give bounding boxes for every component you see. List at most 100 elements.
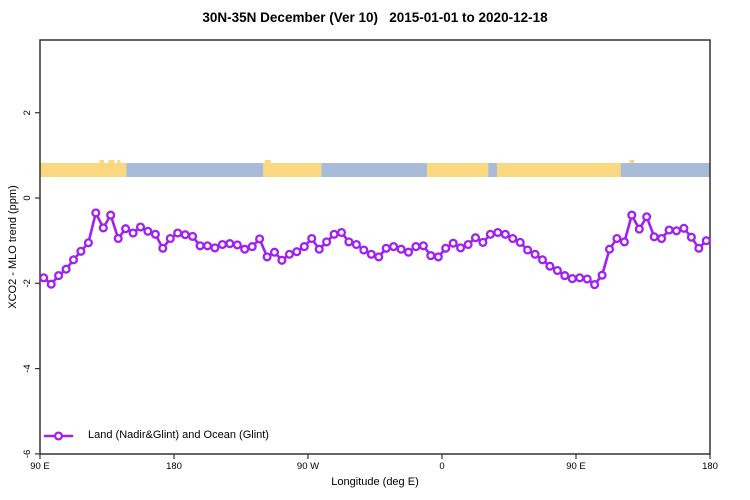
data-point-marker <box>701 236 711 246</box>
data-point-marker <box>247 242 257 252</box>
data-point-marker <box>359 245 369 255</box>
data-point-marker <box>255 234 265 244</box>
data-point-marker <box>91 208 101 218</box>
data-point-marker <box>396 244 406 254</box>
map-band-island <box>117 160 121 163</box>
data-point-marker <box>500 229 510 239</box>
data-point-marker <box>537 255 548 265</box>
data-point-marker <box>68 255 79 265</box>
map-band-ocean-segment <box>620 163 710 177</box>
y-tick-label: 2 <box>22 110 33 115</box>
data-point-marker <box>448 238 458 248</box>
data-point-marker <box>277 255 287 265</box>
data-point-marker <box>426 251 436 261</box>
map-band-ocean-segment <box>126 163 264 177</box>
data-point-marker <box>180 230 190 240</box>
data-point-marker <box>173 228 183 238</box>
data-point-marker <box>135 222 146 232</box>
data-point-marker <box>515 237 525 247</box>
x-tick-label: 0 <box>439 461 444 472</box>
y-axis-label: XCO2 - MLO trend (ppm) <box>7 185 19 309</box>
data-point-marker <box>121 224 131 234</box>
legend-label: Land (Nadir&Glint) and Ocean (Glint) <box>88 429 269 441</box>
y-tick-label: -2 <box>22 279 33 287</box>
map-band-land-segment <box>497 163 621 177</box>
data-point-marker <box>671 226 682 236</box>
data-point-marker <box>567 274 577 284</box>
data-point-marker <box>686 232 696 242</box>
data-point-marker <box>381 243 391 253</box>
x-tick-label: 90 E <box>30 461 50 472</box>
data-point-marker <box>217 239 227 250</box>
data-point-marker <box>106 210 116 220</box>
y-tick-label: 0 <box>22 195 33 200</box>
map-band-land-segment <box>40 163 127 177</box>
y-tick-label: -4 <box>22 364 33 372</box>
data-point-marker <box>366 249 376 259</box>
data-point-marker <box>649 232 659 242</box>
data-point-marker <box>262 252 272 262</box>
data-point-marker <box>39 273 49 283</box>
data-point-marker <box>269 247 280 257</box>
data-point-marker <box>329 229 339 239</box>
data-point-marker <box>128 228 138 238</box>
data-point-marker <box>694 243 704 253</box>
data-point-marker <box>351 239 361 250</box>
data-point-marker <box>664 225 674 235</box>
data-point-marker <box>604 244 615 254</box>
data-point-marker <box>523 245 533 255</box>
map-band-ocean-segment <box>488 163 498 177</box>
data-point-marker <box>597 270 607 280</box>
x-axis-label: Longitude (deg E) <box>331 476 419 488</box>
data-point-marker <box>545 261 555 271</box>
data-point-marker <box>54 271 64 281</box>
data-point-marker <box>582 274 592 284</box>
data-point-marker <box>344 237 354 247</box>
data-point-marker <box>374 252 384 262</box>
data-point-marker <box>441 243 451 253</box>
data-point-marker <box>418 241 428 251</box>
data-point-marker <box>552 265 562 276</box>
data-point-marker <box>478 237 488 247</box>
y-tick-label: -6 <box>22 450 33 458</box>
data-point-marker <box>642 212 652 222</box>
data-point-marker <box>113 233 123 244</box>
data-point-marker <box>225 239 235 249</box>
chart-title: 30N-35N December (Ver 10) 2015-01-01 to … <box>202 10 548 25</box>
data-point-marker <box>210 243 220 253</box>
data-point-marker <box>470 233 481 243</box>
data-point-marker <box>389 242 399 252</box>
x-tick-label: 90 E <box>566 461 586 472</box>
map-band-land-segment <box>263 163 322 177</box>
data-point-marker <box>493 227 503 238</box>
plot-box <box>39 39 711 455</box>
legend-marker-icon <box>53 431 64 441</box>
data-point-marker <box>575 273 585 283</box>
data-point-marker <box>98 223 108 233</box>
data-point-marker <box>61 264 71 274</box>
data-point-marker <box>485 229 495 239</box>
data-point-marker <box>188 231 198 241</box>
data-point-marker <box>590 280 600 290</box>
data-point-marker <box>83 238 93 248</box>
x-tick-label: 180 <box>166 461 182 472</box>
x-tick-label: 180 <box>702 461 718 472</box>
map-band-island <box>108 160 115 163</box>
map-band-ocean-segment <box>321 163 428 177</box>
data-point-marker <box>76 246 86 256</box>
data-point-marker <box>657 233 667 244</box>
map-band-land-segment <box>427 163 489 177</box>
data-point-marker <box>150 229 160 239</box>
data-point-marker <box>46 279 56 289</box>
data-point-marker <box>195 241 205 251</box>
data-point-marker <box>202 241 213 251</box>
data-point-marker <box>143 226 153 236</box>
map-band-island <box>99 160 105 163</box>
data-point-marker <box>530 249 540 259</box>
x-tick-label: 90 W <box>297 461 319 472</box>
data-point-marker <box>433 252 443 262</box>
data-point-marker <box>284 249 294 259</box>
data-point-marker <box>240 244 250 254</box>
data-point-marker <box>679 223 689 233</box>
